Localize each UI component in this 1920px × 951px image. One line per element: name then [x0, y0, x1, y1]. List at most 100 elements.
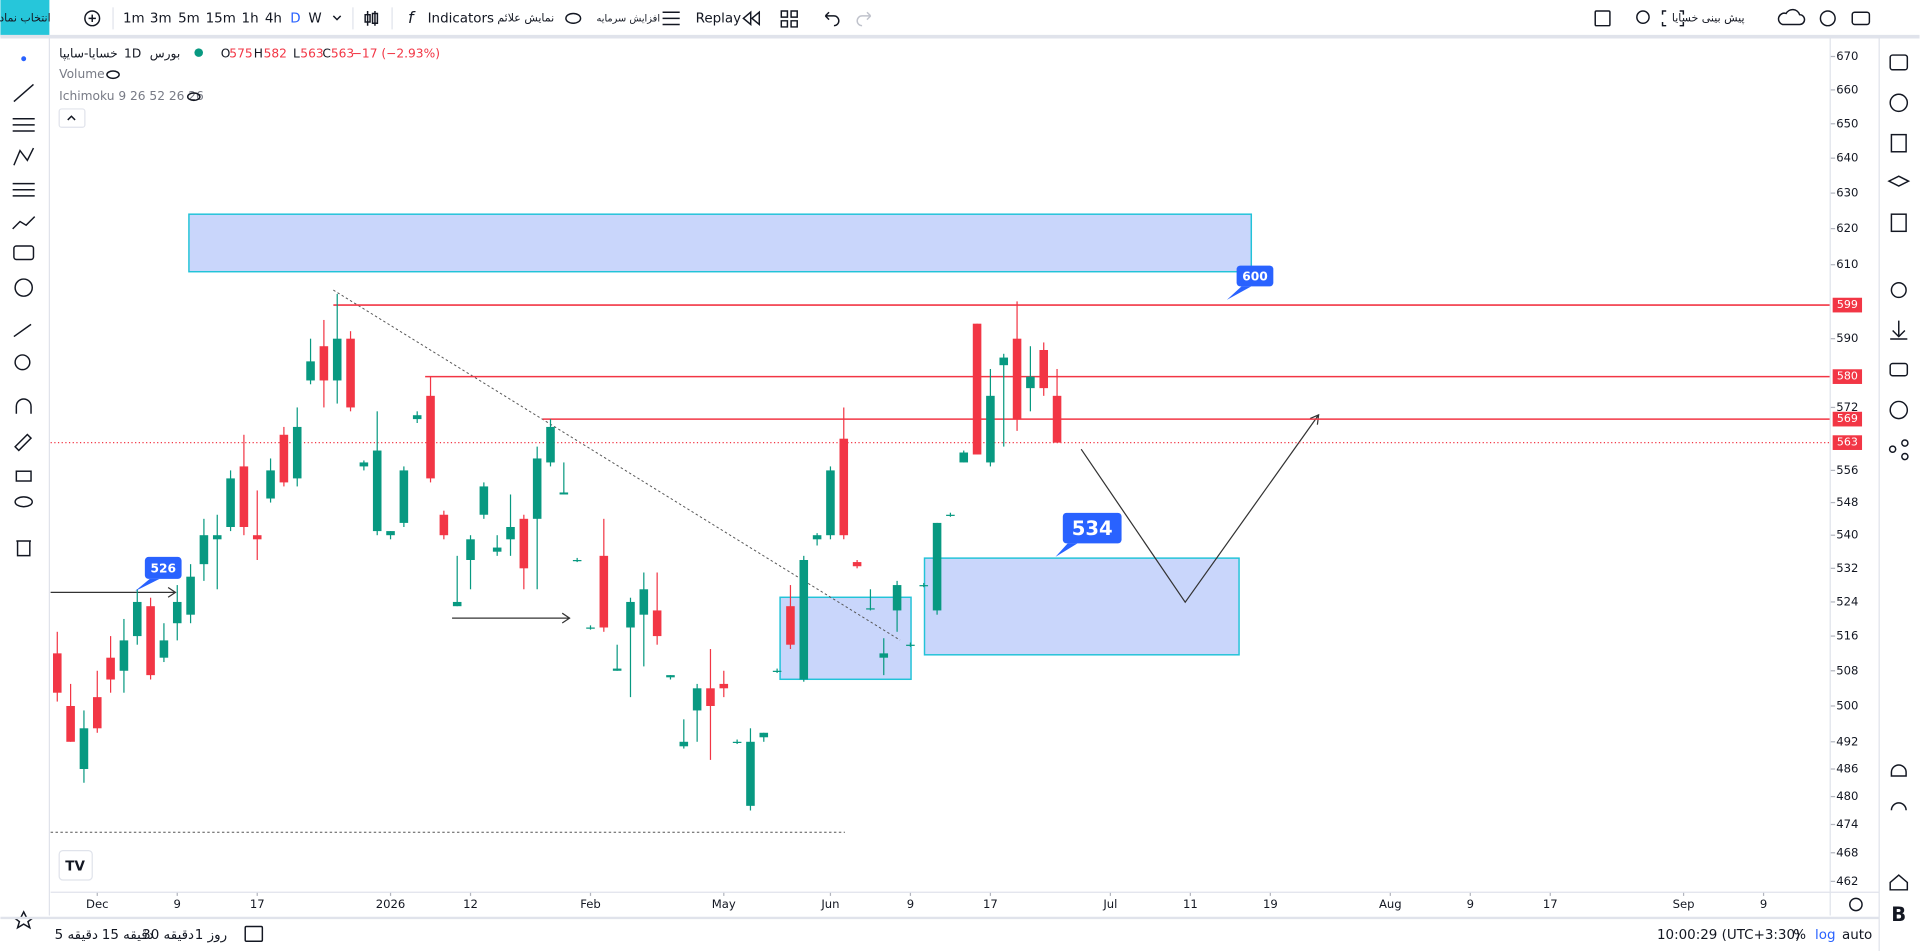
trendline-icon[interactable] [13, 83, 34, 103]
y-tick-label: 480 [1836, 789, 1858, 803]
interval-button[interactable]: 1m [123, 11, 145, 26]
magnet-icon[interactable] [15, 398, 32, 414]
zone-box[interactable] [923, 557, 1240, 656]
x-tick-label: 17 [983, 897, 998, 911]
candle-body [52, 653, 62, 693]
forecast-tool-icon[interactable] [12, 216, 36, 230]
x-tick-label: Feb [580, 897, 601, 911]
ohlc-label: L [293, 46, 300, 60]
price-label-bg [1832, 297, 1863, 313]
candle-body [706, 688, 715, 706]
candle-body [666, 675, 675, 678]
candle-body [732, 741, 742, 744]
layout-icon[interactable] [780, 10, 798, 28]
interval-button[interactable]: 4h [265, 11, 282, 26]
interval-button[interactable]: 15m [206, 11, 236, 26]
collapse-button[interactable] [58, 108, 86, 128]
maximize-icon[interactable] [1661, 10, 1685, 27]
candle-body [279, 434, 289, 483]
interval-button[interactable]: D [290, 11, 300, 26]
chart-type-icon[interactable] [364, 11, 379, 26]
interval-button[interactable]: 5m [178, 11, 200, 26]
callout-box[interactable] [1236, 265, 1274, 287]
search-icon[interactable] [1636, 10, 1650, 24]
percent-button[interactable]: % [1793, 928, 1806, 943]
cloud-icon[interactable] [1777, 8, 1806, 26]
indicators-button[interactable]: Indicators [428, 11, 494, 26]
candle-body [1026, 376, 1035, 389]
cursor-icon[interactable] [21, 56, 27, 62]
indicator-label[interactable]: Volume [59, 67, 104, 81]
ohlc-value: 563 [331, 46, 354, 60]
sliders-icon[interactable] [662, 11, 680, 26]
brand-icon[interactable]: B [1891, 903, 1906, 926]
callout-box[interactable] [1062, 512, 1122, 544]
replay-button[interactable]: Replay [696, 11, 742, 26]
symbol-button[interactable]: انتخاب نماد [0, 11, 51, 24]
symbol-button-bg[interactable] [0, 0, 50, 37]
x-tick-label: Dec [86, 897, 108, 911]
fib-icon[interactable] [12, 117, 35, 132]
zone-box[interactable] [188, 213, 1253, 273]
capital-increase-button[interactable]: افزایش سرمایه [596, 13, 660, 24]
hidden-icon[interactable] [106, 70, 120, 80]
interval-button[interactable]: W [308, 11, 321, 26]
arrow[interactable] [452, 612, 571, 624]
forecast-button[interactable]: پیش بینی خسایا [1672, 11, 1745, 24]
y-tick-label: 516 [1836, 629, 1858, 643]
range-button[interactable]: دقیقه 30 [142, 928, 194, 943]
visibility-icon[interactable] [14, 496, 33, 508]
y-tick-label: 532 [1836, 561, 1858, 575]
trash-icon[interactable] [16, 540, 32, 557]
settings-icon[interactable] [1819, 10, 1836, 27]
side-icons[interactable] [1887, 54, 1911, 891]
drawing-mode-icon[interactable] [14, 433, 33, 452]
log-button[interactable]: log [1815, 928, 1836, 943]
zoom-icon[interactable] [14, 354, 31, 371]
path-arrow[interactable] [1080, 413, 1320, 604]
range-button[interactable]: دقیقه 15 [102, 928, 154, 943]
y-tick-label: 500 [1836, 698, 1858, 712]
goto-date-icon[interactable] [244, 925, 264, 942]
x-tick-label: 11 [1183, 897, 1198, 911]
gann-icon[interactable] [12, 182, 35, 197]
interval-button[interactable]: 1h [242, 11, 259, 26]
candle-body [439, 514, 449, 536]
show-signals-button[interactable]: نمایش علائم [497, 11, 554, 24]
fullscreen-icon[interactable] [1594, 10, 1611, 27]
range-button[interactable]: روز 1 [195, 928, 227, 943]
hidden-icon[interactable] [186, 92, 201, 102]
emoji-icon[interactable] [14, 278, 33, 297]
redo-icon[interactable] [856, 11, 872, 27]
callout-box[interactable] [144, 556, 182, 579]
logo[interactable] [58, 850, 93, 881]
lock-icon[interactable] [15, 470, 32, 482]
candle-body [572, 559, 582, 562]
candle-body [586, 627, 595, 629]
arrow[interactable] [50, 586, 177, 598]
candle-body [319, 346, 329, 381]
candle-body [852, 562, 862, 567]
candle-body [679, 741, 689, 747]
legend-symbol[interactable]: خسایا-سایپا [59, 46, 117, 60]
x-tick-label: 9 [907, 897, 914, 911]
axis-settings-icon[interactable] [1849, 897, 1863, 912]
pattern-icon[interactable] [13, 147, 35, 166]
eye-icon[interactable] [565, 12, 582, 24]
top-toolbar: انتخاب نماد 1m 3m 5m 15m 1h 4h D W f Indicators… [0, 0, 1920, 39]
range-button[interactable]: دقیقه 5 [55, 928, 98, 943]
dropdown-icon[interactable] [332, 15, 342, 21]
callout-icon[interactable] [13, 245, 35, 261]
add-icon[interactable] [84, 10, 101, 27]
indicator-label[interactable]: Ichimoku 9 26 52 26 26 [59, 89, 204, 103]
camera-icon[interactable] [1851, 11, 1871, 26]
interval-button[interactable]: 3m [150, 11, 172, 26]
auto-button[interactable]: auto [1842, 928, 1872, 943]
undo-icon[interactable] [824, 11, 840, 27]
ruler-icon[interactable] [13, 323, 32, 338]
rewind-icon[interactable] [742, 10, 761, 27]
fx-icon[interactable]: f [408, 8, 416, 27]
interval-group: 1m 3m 5m 15m 1h 4h D W [123, 11, 322, 26]
market-status [194, 48, 203, 57]
candle-body [292, 426, 302, 479]
